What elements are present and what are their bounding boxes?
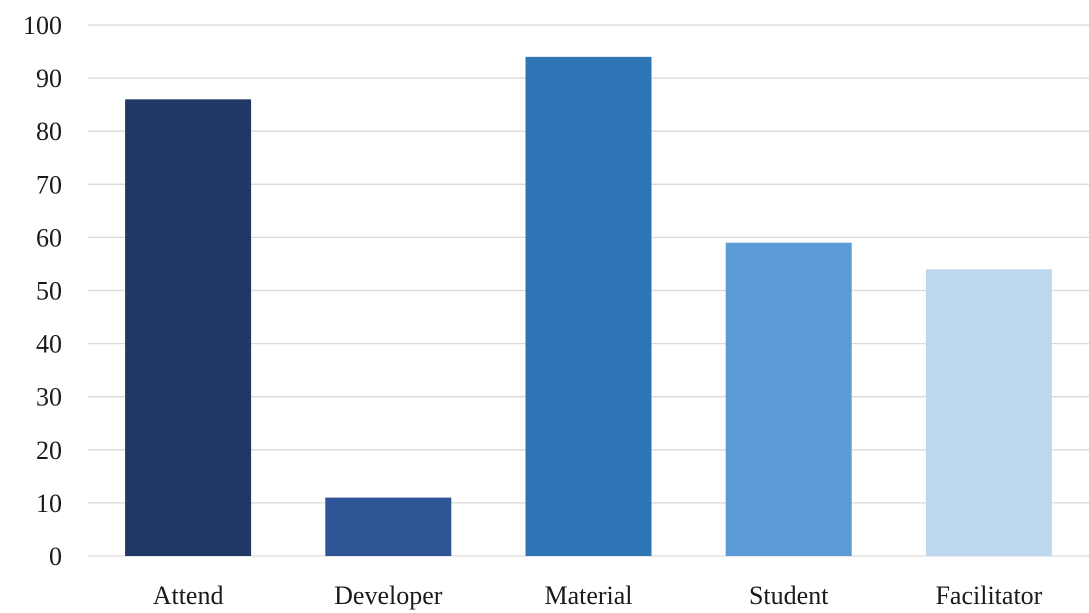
y-tick-label: 60: [36, 223, 62, 252]
x-tick-label-facilitator: Facilitator: [935, 581, 1042, 610]
x-tick-label-student: Student: [749, 581, 829, 610]
bar-student: [725, 242, 852, 556]
y-tick-label: 70: [36, 170, 62, 199]
y-tick-label: 20: [36, 436, 62, 465]
bar-facilitator: [925, 269, 1052, 556]
y-tick-label: 90: [36, 64, 62, 93]
x-tick-label-developer: Developer: [334, 581, 443, 610]
y-tick-label: 100: [23, 11, 62, 40]
y-tick-label: 0: [49, 542, 62, 571]
x-tick-label-attend: Attend: [153, 581, 224, 610]
y-tick-label: 40: [36, 330, 62, 359]
bars: [125, 56, 1052, 557]
y-tick-label: 80: [36, 117, 62, 146]
y-tick-label: 30: [36, 383, 62, 412]
bar-material: [525, 56, 652, 557]
y-tick-label: 50: [36, 277, 62, 306]
x-tick-label-material: Material: [544, 581, 632, 610]
bar-developer: [325, 497, 452, 556]
y-tick-label: 10: [36, 489, 62, 518]
x-axis-ticks: Attend Developer Material Student Facilitato…: [153, 581, 1043, 610]
bar-attend: [125, 99, 252, 556]
y-axis-ticks: 0 10 20 30 40 50 60 70 80 90 100: [23, 11, 62, 571]
